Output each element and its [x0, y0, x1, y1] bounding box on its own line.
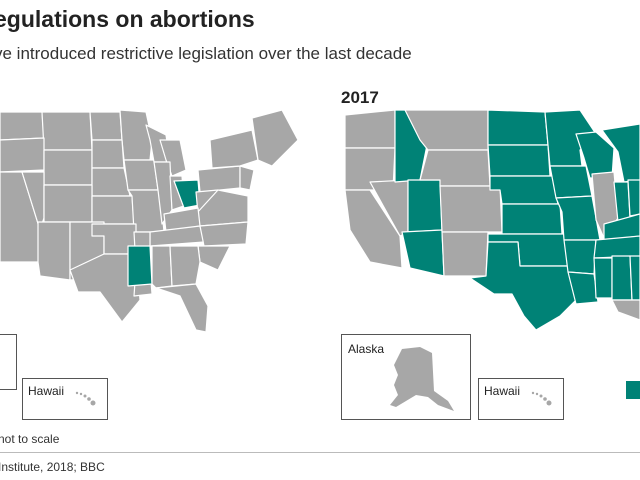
state-iowa — [549, 165, 593, 199]
scale-note: not to scale — [0, 432, 60, 446]
alaska-shape-icon — [390, 347, 454, 411]
state-georgia — [169, 245, 201, 287]
state-colorado — [439, 185, 503, 233]
state-new-york — [209, 129, 259, 169]
state-south-dakota — [487, 144, 551, 177]
state-north-carolina — [199, 221, 249, 247]
state-wyoming — [419, 149, 491, 187]
state-florida — [611, 299, 640, 321]
state-florida — [155, 283, 209, 333]
state-group-2017 — [344, 109, 640, 331]
state-arizona — [401, 229, 445, 277]
state-utah — [407, 179, 443, 233]
state-new-mexico — [441, 231, 489, 277]
state-kentucky — [603, 213, 640, 241]
state-california — [344, 189, 403, 269]
source-credit: Institute, 2018; BBC — [0, 460, 105, 474]
alaska-inset-earlier — [0, 334, 17, 390]
map-year-label: 2017 — [341, 88, 379, 107]
hawaii-label: Hawaii — [28, 384, 65, 398]
state-north-dakota — [487, 109, 549, 146]
state-idaho — [394, 109, 429, 183]
hawaii-inset-earlier: Hawaii — [22, 378, 108, 420]
state-minnesota — [544, 109, 597, 167]
footer-divider — [0, 452, 640, 453]
state-ohio — [627, 179, 640, 217]
state-alabama — [611, 255, 633, 301]
hawaii-islands-icon — [531, 391, 552, 406]
alaska-label: Alaska — [348, 342, 385, 356]
state-arkansas — [563, 239, 597, 275]
state-georgia — [629, 255, 640, 301]
alaska-inset-2017: Alaska — [341, 334, 471, 420]
state-group-earlier — [0, 109, 299, 333]
state-new-england — [251, 109, 299, 167]
state-mississippi — [593, 257, 613, 299]
legend-swatch-restrictive — [626, 381, 640, 399]
state-kansas — [501, 203, 563, 235]
state-tennessee — [593, 235, 640, 259]
chart-title: egulations on abortions — [0, 6, 255, 32]
chart-subtitle: ve introduced restrictive legislation ov… — [0, 44, 412, 63]
hawaii-label: Hawaii — [484, 384, 521, 398]
state-washington — [344, 109, 396, 149]
state-texas — [69, 253, 141, 323]
state-michigan — [159, 139, 187, 177]
state-arizona — [37, 221, 71, 281]
state-louisiana — [567, 271, 599, 305]
state-new-jersey — [239, 165, 255, 191]
hawaii-islands-icon — [75, 391, 96, 406]
hawaii-inset-2017: Hawaii — [478, 378, 564, 420]
